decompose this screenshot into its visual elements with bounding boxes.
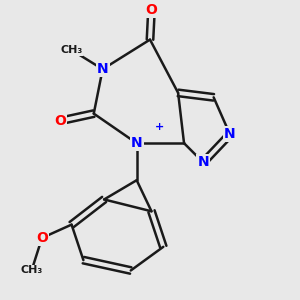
Text: CH₃: CH₃: [60, 45, 83, 55]
Text: CH₃: CH₃: [20, 266, 43, 275]
Text: +: +: [155, 122, 164, 132]
Text: O: O: [54, 114, 66, 128]
Text: N: N: [131, 136, 142, 150]
Text: N: N: [224, 127, 236, 141]
Text: O: O: [146, 3, 158, 17]
Text: N: N: [197, 155, 209, 170]
Text: O: O: [36, 231, 48, 245]
Text: N: N: [97, 62, 109, 76]
